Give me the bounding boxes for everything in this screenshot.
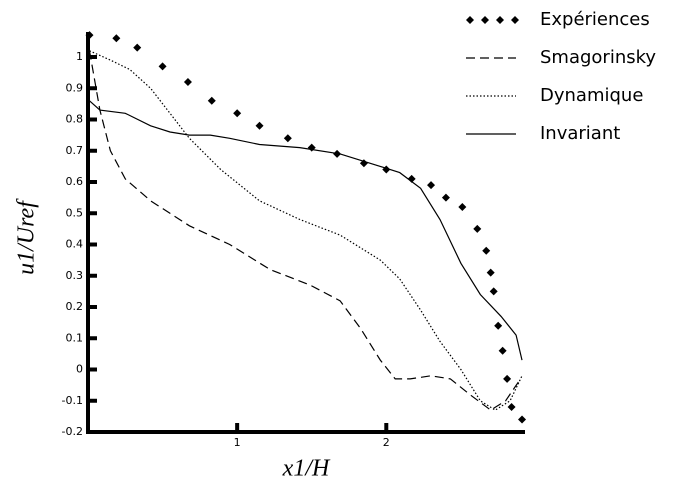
data-point (407, 174, 416, 183)
data-point (507, 403, 516, 411)
data-point (112, 34, 121, 43)
y-tick-label: -0.2 (62, 425, 83, 438)
y-tick-label: 0.1 (66, 331, 84, 344)
data-point (85, 31, 94, 40)
legend-marker (481, 16, 489, 24)
data-point (503, 374, 512, 383)
y-tick-label: 0.9 (66, 81, 84, 94)
data-point (233, 109, 242, 118)
data-point (486, 268, 495, 277)
data-point (489, 287, 498, 296)
y-tick-label: 0 (76, 363, 83, 376)
data-point (458, 203, 467, 211)
legend-label: Expériences (540, 9, 650, 30)
y-tick-label: -0.1 (62, 394, 83, 407)
legend-marker (496, 16, 504, 24)
data-point (283, 134, 292, 143)
data-point (255, 121, 264, 130)
y-tick-label: 0.6 (66, 175, 84, 188)
y-tick-label: 0.7 (66, 144, 84, 157)
y-axis-label: u1/Uref (14, 198, 40, 275)
y-tick-label: 0.5 (66, 206, 84, 219)
data-point (441, 193, 450, 202)
data-point (473, 224, 482, 233)
legend-label: Dynamique (540, 85, 643, 106)
legend-label: Invariant (540, 123, 620, 144)
legend-label: Smagorinsky (540, 47, 656, 68)
data-point (482, 246, 491, 255)
data-point (498, 346, 507, 355)
data-point (158, 62, 167, 71)
y-tick-label: 1 (76, 50, 83, 63)
data-point (207, 96, 216, 105)
data-line (88, 50, 521, 411)
x-tick-label: 1 (234, 436, 241, 449)
y-tick-label: 0.2 (66, 300, 84, 313)
data-point (494, 321, 503, 330)
x-axis-label: x1/H (282, 456, 331, 482)
legend-marker (466, 16, 474, 24)
y-tick-label: 0.3 (66, 269, 84, 282)
data-line (89, 50, 523, 411)
data-point (427, 181, 436, 190)
data-point (518, 415, 527, 424)
data-point (183, 78, 192, 86)
data-point (133, 43, 142, 52)
legend-marker (511, 16, 519, 24)
data-line (89, 100, 523, 361)
y-tick-label: 0.8 (66, 113, 84, 126)
y-tick-label: 0.4 (66, 238, 84, 251)
x-tick-label: 2 (383, 436, 390, 449)
